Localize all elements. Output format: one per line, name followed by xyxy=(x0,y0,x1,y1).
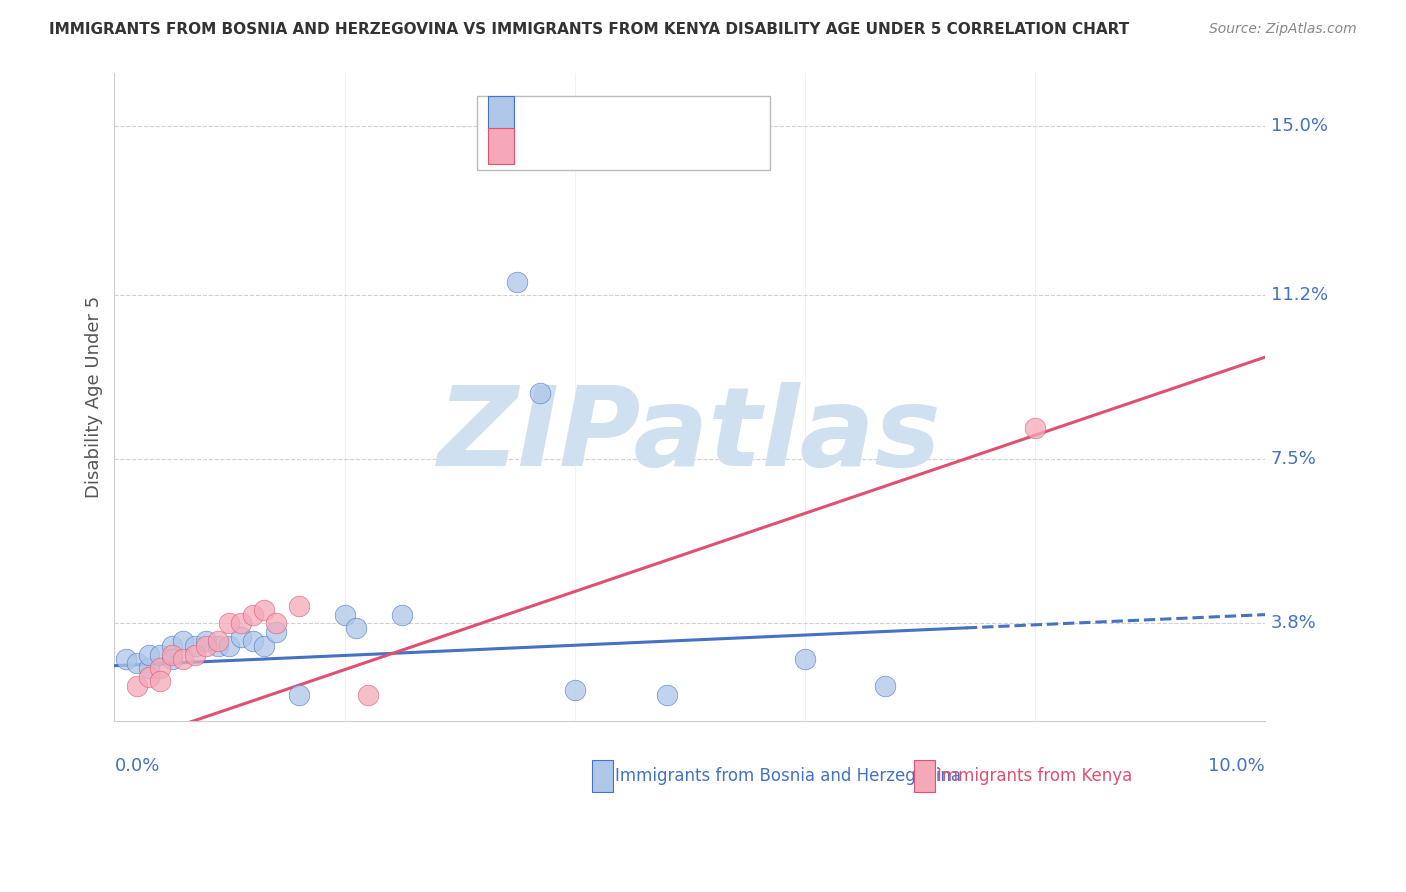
Text: Immigrants from Kenya: Immigrants from Kenya xyxy=(938,767,1132,785)
Text: 3.8%: 3.8% xyxy=(1271,615,1316,632)
Bar xyxy=(488,96,513,132)
Text: IMMIGRANTS FROM BOSNIA AND HERZEGOVINA VS IMMIGRANTS FROM KENYA DISABILITY AGE U: IMMIGRANTS FROM BOSNIA AND HERZEGOVINA V… xyxy=(49,22,1129,37)
Point xyxy=(138,648,160,662)
Point xyxy=(195,634,218,648)
Point xyxy=(356,688,378,702)
Point xyxy=(875,679,897,693)
Bar xyxy=(592,760,613,792)
Point xyxy=(391,607,413,622)
Point xyxy=(264,625,287,640)
Text: 15.0%: 15.0% xyxy=(1271,117,1327,136)
Point xyxy=(218,639,240,653)
Point xyxy=(149,661,172,675)
Point xyxy=(207,634,229,648)
Point xyxy=(138,661,160,675)
Point xyxy=(242,607,264,622)
Y-axis label: Disability Age Under 5: Disability Age Under 5 xyxy=(86,296,103,499)
Point xyxy=(207,639,229,653)
Point xyxy=(184,648,207,662)
Point xyxy=(242,634,264,648)
Point xyxy=(287,688,309,702)
Bar xyxy=(914,760,935,792)
Text: Immigrants from Bosnia and Herzegovina: Immigrants from Bosnia and Herzegovina xyxy=(614,767,960,785)
Text: 10.0%: 10.0% xyxy=(1208,756,1265,775)
Text: ZIPatlas: ZIPatlas xyxy=(437,383,942,490)
Point xyxy=(333,607,356,622)
Point xyxy=(127,657,149,671)
Point xyxy=(149,648,172,662)
Point xyxy=(127,679,149,693)
Point xyxy=(529,385,551,400)
Point xyxy=(253,639,276,653)
Point xyxy=(160,639,183,653)
Point xyxy=(149,674,172,689)
FancyBboxPatch shape xyxy=(477,95,770,170)
Text: 7.5%: 7.5% xyxy=(1271,450,1317,468)
Point xyxy=(195,639,218,653)
Text: Source: ZipAtlas.com: Source: ZipAtlas.com xyxy=(1209,22,1357,37)
Text: R = 0.204   N = 22: R = 0.204 N = 22 xyxy=(523,105,693,123)
Point xyxy=(264,616,287,631)
Point xyxy=(344,621,367,635)
Point xyxy=(287,599,309,613)
Point xyxy=(160,652,183,666)
Text: 0.0%: 0.0% xyxy=(114,756,160,775)
Point xyxy=(218,616,240,631)
Point xyxy=(506,275,529,289)
Point xyxy=(160,648,183,662)
Point xyxy=(564,683,586,698)
Bar xyxy=(488,128,513,164)
Point xyxy=(138,670,160,684)
Point xyxy=(184,639,207,653)
Point xyxy=(172,634,194,648)
Point xyxy=(1024,421,1046,435)
Text: R = 0.857   N = 17: R = 0.857 N = 17 xyxy=(523,137,693,155)
Point xyxy=(793,652,815,666)
Point xyxy=(229,630,252,644)
Point xyxy=(253,603,276,617)
Point xyxy=(655,688,678,702)
Point xyxy=(115,652,138,666)
Point xyxy=(172,652,194,666)
Point xyxy=(229,616,252,631)
Text: 11.2%: 11.2% xyxy=(1271,286,1329,304)
